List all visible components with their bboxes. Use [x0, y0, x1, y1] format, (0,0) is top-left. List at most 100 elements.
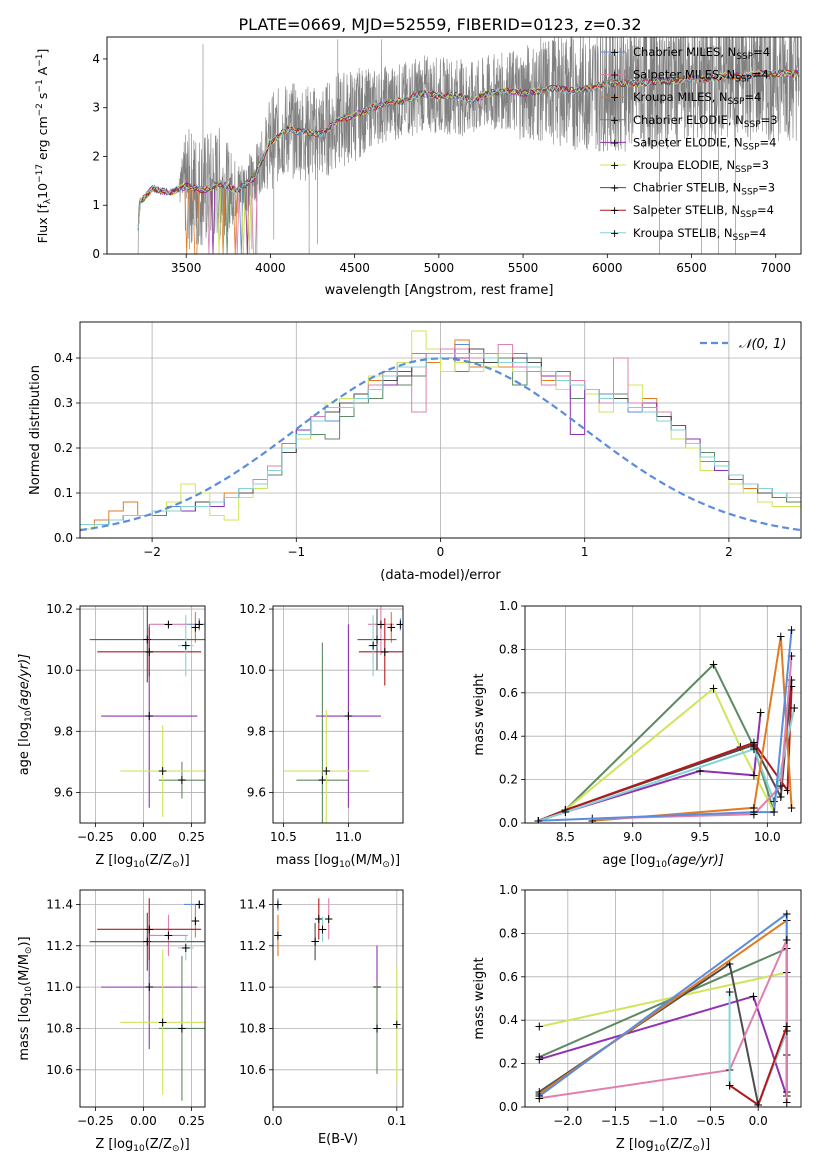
- legend-entry: Chabrier MILES, NSSP=4: [633, 45, 770, 62]
- x-tick-label: 0.00: [130, 1114, 157, 1128]
- label-part: ⊙: [24, 947, 34, 955]
- point-marker: +: [560, 805, 570, 819]
- label-part: =3: [752, 158, 769, 172]
- label-part: SSP: [728, 97, 745, 107]
- x-tick-label: 6000: [592, 261, 623, 275]
- axes-frame-mass_vs_ebv: [272, 889, 404, 1108]
- label-part: 10: [133, 1144, 145, 1154]
- point-marker: +: [534, 1052, 544, 1066]
- label-part: Z [log: [95, 853, 133, 868]
- legend-entry: Kroupa STELIB, NSSP=4: [633, 226, 766, 243]
- point-marker: +: [144, 980, 154, 994]
- point-marker: +: [787, 679, 797, 693]
- x-tick-label: −2: [143, 545, 161, 559]
- label-part: (M/M: [17, 954, 32, 986]
- label-part: 10: [24, 710, 34, 722]
- label-part: ⊙: [382, 860, 390, 870]
- x-tick-label: 5500: [508, 261, 539, 275]
- axes-frame-mass_vs_Z: [79, 889, 206, 1108]
- point-marker: +: [190, 914, 200, 928]
- label-part: =4: [749, 226, 766, 240]
- y-tick-label: 0.4: [499, 1013, 518, 1027]
- point-marker: +: [317, 773, 327, 787]
- point-marker: +: [753, 1098, 763, 1112]
- label-part: =4: [760, 135, 777, 149]
- legend-entry: Chabrier ELODIE, NSSP=3: [633, 113, 778, 130]
- y-tick-label: 0.2: [54, 441, 73, 455]
- label-part: )]: [180, 1137, 190, 1152]
- point-marker: +: [534, 1020, 544, 1034]
- label-part: λ: [43, 198, 53, 204]
- point-marker: +: [769, 805, 779, 819]
- point-marker: +: [372, 633, 382, 647]
- gaussian-curve: [80, 357, 801, 532]
- label-part: Salpeter ELODIE, N: [633, 135, 743, 149]
- legend-marker: +: [610, 69, 619, 82]
- label-part: 10: [24, 986, 34, 998]
- legend-entry: Salpeter ELODIE, NSSP=4: [633, 135, 776, 152]
- point-marker: +: [343, 709, 353, 723]
- x-tick-label: −1.5: [601, 1114, 630, 1128]
- x-tick-label: −1.0: [648, 1114, 677, 1128]
- y-tick-label: 11.4: [46, 897, 73, 911]
- point-marker: +: [560, 803, 570, 817]
- y-tick-label: 11.2: [239, 939, 266, 953]
- legend-marker: +: [610, 182, 619, 195]
- legend-entry: Kroupa MILES, NSSP=4: [633, 90, 761, 107]
- point-marker: +: [708, 658, 718, 672]
- point-marker: +: [783, 783, 793, 797]
- point-marker: +: [533, 814, 543, 828]
- label-part: )]: [390, 853, 400, 868]
- legend-entry: Salpeter MILES, NSSP=4: [633, 68, 769, 85]
- point-marker: +: [158, 1015, 168, 1029]
- label-part: SSP: [743, 142, 760, 152]
- point-marker: +: [769, 794, 779, 808]
- label-part: (age/yr)]: [667, 853, 724, 868]
- point-marker: +: [782, 1020, 792, 1034]
- point-marker: +: [273, 928, 283, 942]
- weight-line-salpeter-miles: [539, 939, 788, 1103]
- label-part: 10: [339, 860, 351, 870]
- x-tick-label: −1: [287, 545, 305, 559]
- point-marker: +: [725, 1078, 735, 1092]
- point-marker: +: [142, 935, 152, 949]
- y-tick-label: 9.6: [247, 785, 266, 799]
- y-tick-label: 0.2: [499, 773, 518, 787]
- legend-marker: +: [610, 114, 619, 127]
- residuals-ylabel: Normed distribution: [28, 365, 43, 495]
- x-tick-label: 1: [581, 545, 589, 559]
- y-tick-label: 0.4: [54, 351, 73, 365]
- y-tick-label: 0.0: [54, 531, 73, 545]
- point-marker: +: [177, 773, 187, 787]
- label-part: (Z/Z: [145, 1137, 172, 1152]
- point-marker: +: [321, 764, 331, 778]
- y-tick-label: 11.0: [46, 980, 73, 994]
- label-part: Chabrier STELIB, N: [633, 181, 741, 195]
- axes-frame-weight_vs_Z: [524, 889, 802, 1108]
- label-part: SSP: [740, 210, 757, 220]
- y-tick-label: 11.4: [239, 897, 266, 911]
- y-tick-label: 11.0: [239, 980, 266, 994]
- label-part: 10: [654, 1144, 666, 1154]
- x-tick-label: 11.0: [335, 830, 362, 844]
- x-tick-label: 9.0: [623, 830, 642, 844]
- point-marker: +: [534, 1091, 544, 1105]
- point-marker: +: [725, 985, 735, 999]
- point-marker: +: [756, 705, 766, 719]
- label-part: )]: [17, 936, 32, 946]
- weight-vs-z-xlabel: Z [log10(Z/Z⊙)]: [616, 1137, 710, 1154]
- label-part: Kroupa STELIB, N: [633, 226, 733, 240]
- point-marker: +: [749, 738, 759, 752]
- label-part: ⊙: [172, 1144, 180, 1154]
- y-tick-label: 10.2: [46, 602, 73, 616]
- point-marker: +: [749, 801, 759, 815]
- label-part: SSP: [735, 165, 752, 175]
- label-part: =4: [753, 45, 770, 59]
- point-marker: +: [534, 1089, 544, 1103]
- point-marker: +: [395, 617, 405, 631]
- y-tick-label: 10.0: [239, 663, 266, 677]
- x-tick-label: 0.0: [263, 1114, 282, 1128]
- point-marker: +: [194, 617, 204, 631]
- weight_vs_age-ylabel: mass weight: [472, 673, 487, 755]
- point-marker: +: [142, 633, 152, 647]
